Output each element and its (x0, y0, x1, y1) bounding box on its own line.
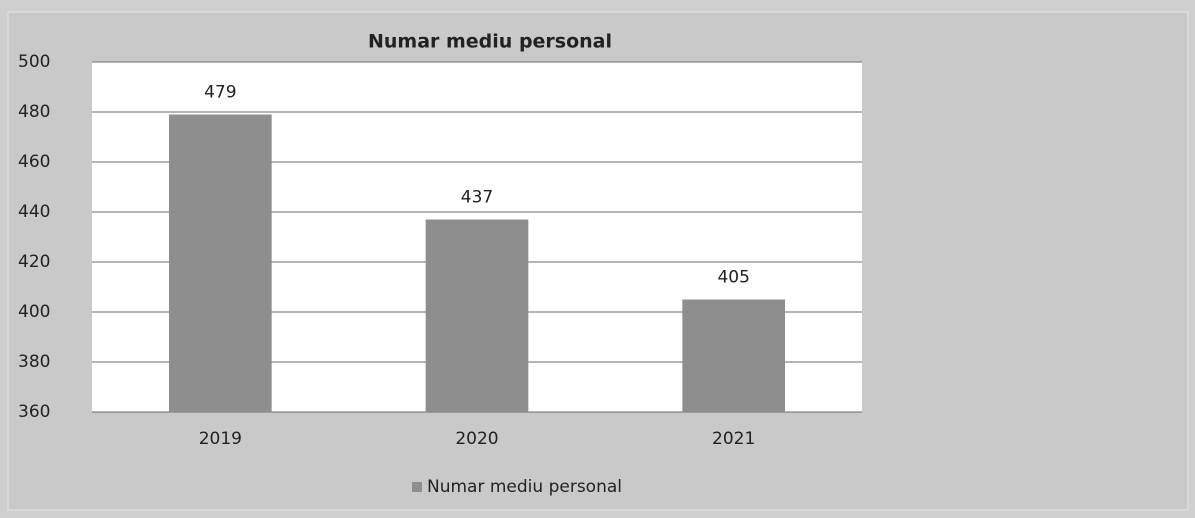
data-label: 405 (717, 268, 749, 288)
bar (169, 114, 272, 412)
y-tick-label: 460 (18, 152, 50, 172)
y-tick-label: 420 (18, 252, 50, 272)
data-label: 479 (204, 83, 236, 103)
y-tick-label: 480 (18, 102, 50, 122)
legend-swatch (412, 482, 422, 492)
x-tick-label: 2021 (712, 429, 755, 449)
x-tick-label: 2019 (199, 429, 242, 449)
y-tick-label: 380 (18, 352, 50, 372)
y-tick-label: 440 (18, 202, 50, 222)
data-label: 437 (461, 188, 493, 208)
chart-title: Numar mediu personal (368, 31, 612, 53)
y-tick-label: 400 (18, 302, 50, 322)
bar (425, 219, 529, 412)
legend-label: Numar mediu personal (427, 477, 622, 497)
x-tick-label: 2020 (455, 429, 498, 449)
y-tick-label: 360 (18, 402, 50, 422)
bar (682, 299, 785, 412)
y-tick-label: 500 (18, 52, 50, 72)
